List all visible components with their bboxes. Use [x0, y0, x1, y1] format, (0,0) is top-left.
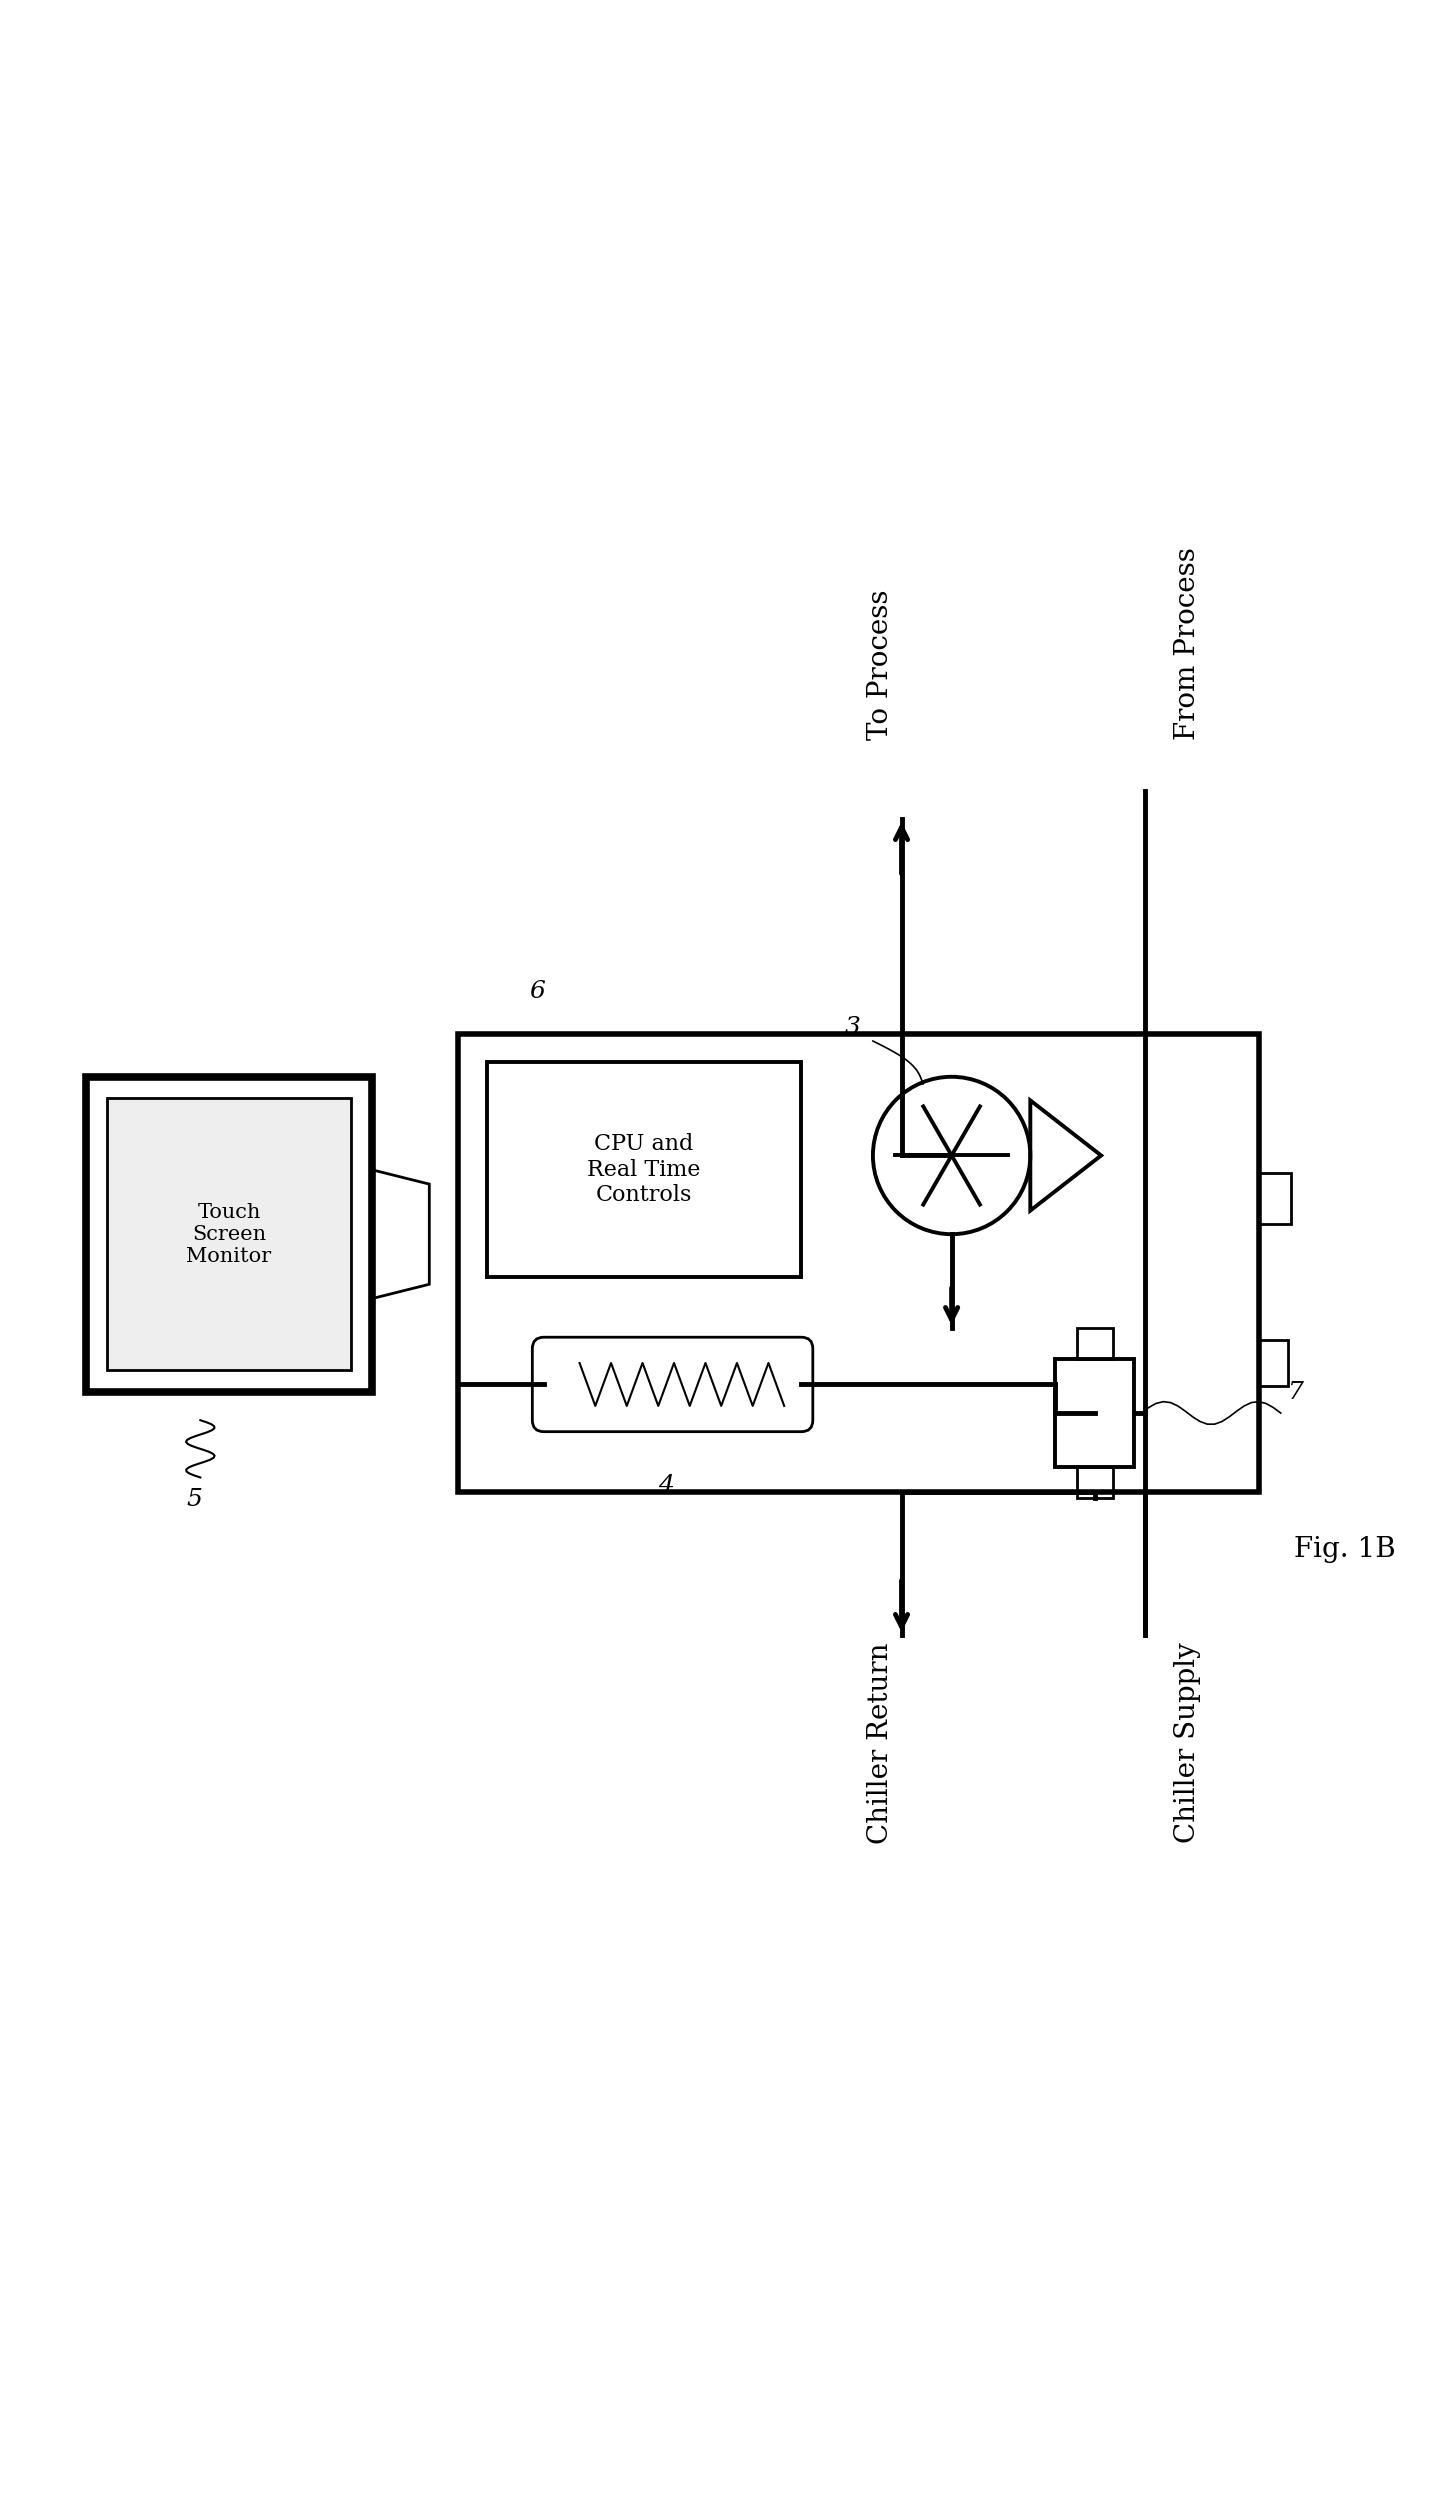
- Text: Chiller Supply: Chiller Supply: [1175, 1643, 1201, 1843]
- Text: To Process: To Process: [867, 589, 893, 742]
- Text: 4: 4: [658, 1473, 674, 1496]
- Text: CPU and
Real Time
Controls: CPU and Real Time Controls: [587, 1134, 701, 1206]
- Text: 3: 3: [844, 1016, 860, 1039]
- Text: From Process: From Process: [1175, 547, 1201, 742]
- Polygon shape: [107, 1099, 351, 1371]
- Text: 7: 7: [1288, 1381, 1304, 1403]
- Text: Chiller Return: Chiller Return: [867, 1643, 893, 1843]
- Text: 6: 6: [529, 981, 545, 1004]
- Text: 5: 5: [186, 1488, 202, 1511]
- Text: Fig. 1B: Fig. 1B: [1294, 1536, 1397, 1563]
- Text: Touch
Screen
Monitor: Touch Screen Monitor: [186, 1204, 272, 1266]
